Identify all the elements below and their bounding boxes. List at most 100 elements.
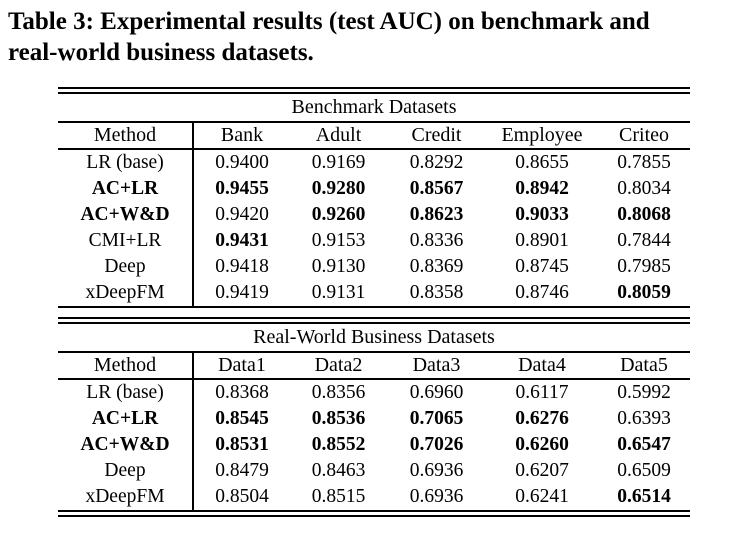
value-cell: 0.8068: [617, 204, 671, 225]
value-cell: 0.8531: [215, 434, 269, 455]
realworld-header-row: Method Data1 Data2 Data3 Data4 Data5: [58, 352, 690, 380]
benchmark-table: Benchmark Datasets Method Bank Adult Cre…: [58, 87, 691, 308]
value-cell: 0.8655: [515, 152, 569, 173]
value-cell: 0.9280: [311, 178, 366, 199]
value-cell: 0.9400: [215, 152, 269, 173]
value-cell: 0.6207: [515, 460, 569, 481]
value-cell: 0.8356: [311, 382, 366, 403]
method-cell: CMI+LR: [58, 228, 194, 254]
value-cell: 0.8504: [215, 486, 269, 507]
method-cell: xDeepFM: [58, 280, 194, 307]
value-cell: 0.7026: [409, 434, 464, 455]
method-cell: Deep: [58, 254, 194, 280]
value-cell: 0.8515: [311, 486, 366, 507]
method-cell: LR (base): [58, 379, 194, 406]
realworld-table: Real-World Business Datasets Method Data…: [58, 317, 690, 517]
value-cell: 0.6936: [409, 486, 464, 507]
table-row: xDeepFM 0.9419 0.9131 0.8358 0.8746 0.8059: [58, 280, 690, 307]
table-row: AC+W&D 0.9420 0.9260 0.8623 0.9033 0.8068: [58, 202, 690, 228]
value-cell: 0.7985: [617, 256, 671, 277]
method-cell: AC+W&D: [58, 432, 194, 458]
value-cell: 0.8292: [409, 152, 464, 173]
column-header-employee: Employee: [486, 122, 598, 150]
value-cell: 0.7855: [617, 152, 671, 173]
value-cell: 0.9420: [215, 204, 269, 225]
section-title-benchmark: Benchmark Datasets: [58, 90, 691, 123]
value-cell: 0.8567: [409, 178, 464, 199]
value-cell: 0.8368: [215, 382, 269, 403]
caption-line-1: Table 3: Experimental results (test AUC)…: [8, 8, 650, 35]
value-cell: 0.9419: [215, 282, 269, 303]
value-cell: 0.8901: [515, 230, 569, 251]
table-row: LR (base) 0.9400 0.9169 0.8292 0.8655 0.7855: [58, 149, 690, 176]
column-header-adult: Adult: [290, 122, 387, 150]
table-row: Deep 0.8479 0.8463 0.6936 0.6207 0.6509: [58, 458, 690, 484]
benchmark-table-body: LR (base) 0.9400 0.9169 0.8292 0.8655 0.7855 A…: [58, 149, 690, 307]
column-header-bank: Bank: [193, 122, 290, 150]
benchmark-section-row: Benchmark Datasets: [58, 90, 691, 123]
column-header-data2: Data2: [290, 352, 387, 380]
table-caption: Table 3: Experimental results (test AUC)…: [8, 6, 650, 68]
value-cell: 0.6260: [515, 434, 569, 455]
column-header-data3: Data3: [387, 352, 486, 380]
value-cell: 0.7065: [409, 408, 464, 429]
value-cell: 0.7844: [617, 230, 671, 251]
realworld-table-body: LR (base) 0.8368 0.8356 0.6960 0.6117 0.5992 A…: [58, 379, 690, 514]
value-cell: 0.6936: [409, 460, 464, 481]
table-row: AC+W&D 0.8531 0.8552 0.7026 0.6260 0.6547: [58, 432, 690, 458]
value-cell: 0.8746: [515, 282, 569, 303]
column-header-method: Method: [58, 352, 194, 380]
value-cell: 0.9130: [311, 256, 366, 277]
method-cell: AC+LR: [58, 406, 194, 432]
value-cell: 0.8358: [409, 282, 464, 303]
method-cell: LR (base): [58, 149, 194, 176]
table-row: CMI+LR 0.9431 0.9153 0.8336 0.8901 0.7844: [58, 228, 690, 254]
realworld-section-row: Real-World Business Datasets: [58, 320, 690, 353]
value-cell: 0.6241: [515, 486, 569, 507]
column-header-credit: Credit: [387, 122, 486, 150]
value-cell: 0.6509: [617, 460, 671, 481]
value-cell: 0.5992: [617, 382, 671, 403]
value-cell: 0.8463: [311, 460, 366, 481]
value-cell: 0.9260: [311, 204, 366, 225]
value-cell: 0.8536: [311, 408, 366, 429]
table-row: LR (base) 0.8368 0.8356 0.6960 0.6117 0.5992: [58, 379, 690, 406]
value-cell: 0.6393: [617, 408, 671, 429]
value-cell: 0.8479: [215, 460, 269, 481]
value-cell: 0.6547: [617, 434, 671, 455]
value-cell: 0.9033: [515, 204, 569, 225]
column-header-data4: Data4: [486, 352, 598, 380]
value-cell: 0.8942: [515, 178, 569, 199]
method-cell: AC+W&D: [58, 202, 194, 228]
value-cell: 0.6117: [515, 382, 569, 403]
value-cell: 0.8059: [617, 282, 671, 303]
value-cell: 0.6276: [515, 408, 569, 429]
table-row: AC+LR 0.9455 0.9280 0.8567 0.8942 0.8034: [58, 176, 690, 202]
value-cell: 0.8545: [215, 408, 269, 429]
value-cell: 0.8336: [409, 230, 464, 251]
column-header-data5: Data5: [598, 352, 690, 380]
section-title-realworld: Real-World Business Datasets: [58, 320, 690, 353]
table-row: Deep 0.9418 0.9130 0.8369 0.8745 0.7985: [58, 254, 690, 280]
value-cell: 0.8745: [515, 256, 569, 277]
value-cell: 0.9131: [311, 282, 366, 303]
table-row: xDeepFM 0.8504 0.8515 0.6936 0.6241 0.6514: [58, 484, 690, 514]
column-header-criteo: Criteo: [598, 122, 691, 150]
value-cell: 0.8369: [409, 256, 464, 277]
value-cell: 0.9153: [311, 230, 366, 251]
value-cell: 0.8034: [617, 178, 671, 199]
value-cell: 0.9455: [215, 178, 269, 199]
value-cell: 0.9169: [311, 152, 366, 173]
value-cell: 0.9431: [215, 230, 269, 251]
table-row: AC+LR 0.8545 0.8536 0.7065 0.6276 0.6393: [58, 406, 690, 432]
column-header-method: Method: [58, 122, 194, 150]
value-cell: 0.8623: [409, 204, 464, 225]
benchmark-header-row: Method Bank Adult Credit Employee Criteo: [58, 122, 691, 150]
value-cell: 0.6960: [409, 382, 464, 403]
method-cell: AC+LR: [58, 176, 194, 202]
value-cell: 0.6514: [617, 486, 671, 507]
value-cell: 0.8552: [311, 434, 366, 455]
value-cell: 0.9418: [215, 256, 269, 277]
caption-line-2: real-world business datasets.: [8, 39, 314, 66]
